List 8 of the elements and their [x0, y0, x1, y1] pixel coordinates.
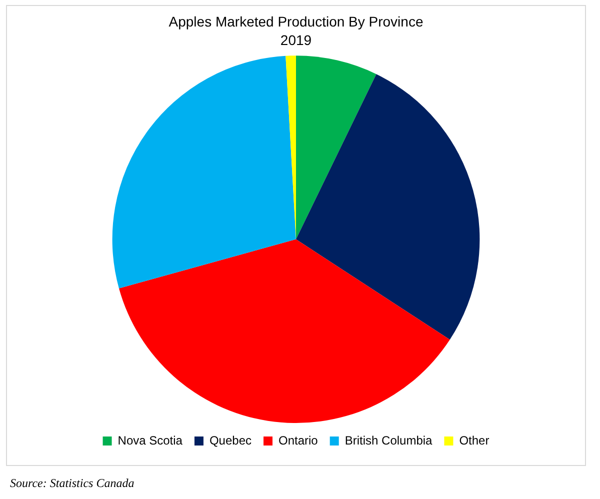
legend-label: Quebec — [209, 433, 252, 448]
source-note: Source: Statistics Canada — [10, 476, 134, 491]
legend-label: British Columbia — [344, 433, 433, 448]
chart-subtitle: 2019 — [280, 32, 312, 48]
legend-label: Nova Scotia — [118, 433, 183, 448]
legend-label: Ontario — [278, 433, 318, 448]
chart-title: Apples Marketed Production By Province — [168, 13, 424, 30]
legend-label: Other — [459, 433, 490, 448]
